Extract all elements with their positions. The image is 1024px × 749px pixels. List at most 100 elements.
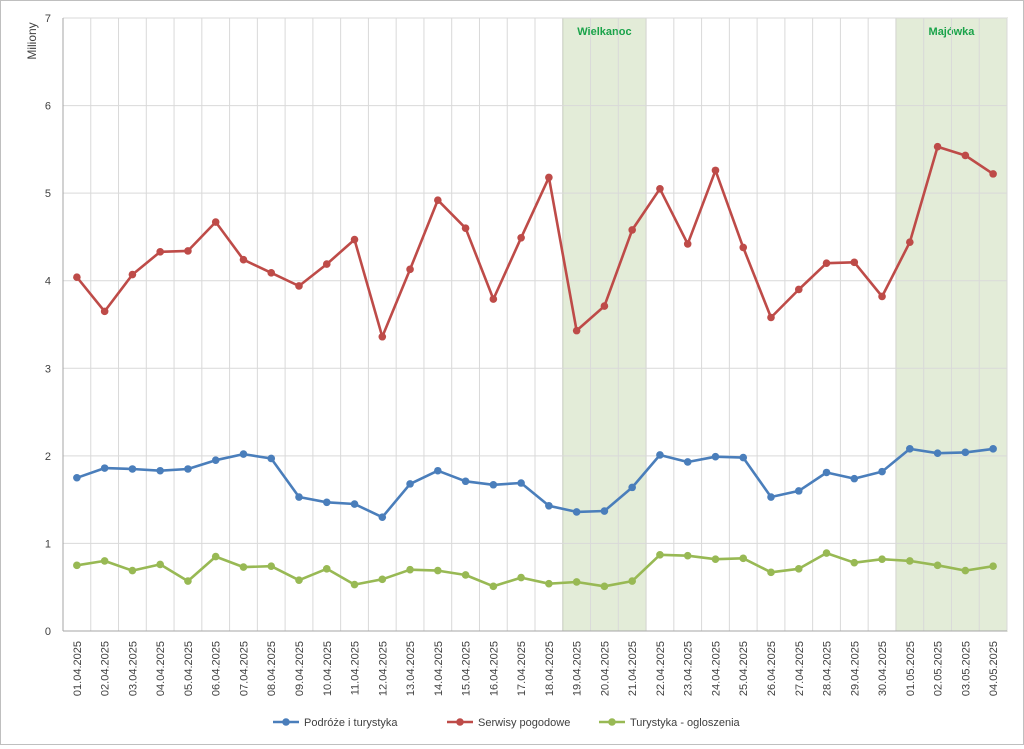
data-point	[822, 549, 831, 557]
x-axis-ticks: 01.04.2025 02.04.2025 03.04.2025 04.04.2025…	[72, 641, 1000, 696]
data-point	[739, 554, 748, 563]
series-2	[73, 549, 997, 591]
data-point	[211, 552, 220, 561]
data-point	[295, 493, 303, 501]
data-point	[128, 270, 137, 279]
data-point	[628, 226, 636, 234]
data-point	[656, 551, 664, 559]
data-point	[628, 483, 636, 492]
x-tick-label: 12.04.2025	[377, 641, 389, 696]
legend-marker	[608, 718, 616, 726]
x-tick-label: 01.05.2025	[905, 641, 917, 696]
x-tick-label: 03.04.2025	[127, 641, 139, 696]
data-point	[961, 151, 970, 160]
data-point	[850, 558, 859, 567]
data-point	[711, 555, 720, 563]
x-tick-label: 04.05.2025	[988, 641, 1000, 696]
data-point	[267, 269, 276, 277]
data-point	[489, 582, 498, 591]
data-point	[322, 260, 331, 268]
y-axis-label: Miliony	[25, 22, 39, 59]
x-tick-label: 20.04.2025	[599, 641, 611, 696]
data-point	[100, 557, 109, 565]
x-tick-label: 29.04.2025	[849, 641, 861, 696]
data-point	[545, 173, 553, 182]
x-tick-label: 06.04.2025	[211, 641, 223, 696]
data-point	[711, 166, 720, 175]
band-label-0: Wielkanoc	[577, 26, 631, 38]
x-tick-label: 30.04.2025	[877, 641, 889, 696]
x-tick-label: 18.04.2025	[544, 641, 556, 696]
x-tick-label: 27.04.2025	[794, 641, 806, 696]
data-point	[461, 571, 470, 579]
data-point	[406, 480, 414, 488]
y-axis-ticks: 0 1 2 3 4 5 6 7	[45, 13, 51, 638]
data-point	[184, 577, 192, 585]
data-point	[739, 453, 748, 462]
x-tick-label: 15.04.2025	[461, 641, 473, 696]
data-point	[350, 500, 359, 508]
x-tick-label: 24.04.2025	[710, 641, 722, 696]
data-point	[600, 302, 609, 310]
x-tick-label: 02.04.2025	[100, 641, 112, 696]
data-point	[517, 479, 525, 487]
x-tick-label: 04.04.2025	[155, 641, 167, 696]
y-tick-label: 1	[45, 538, 51, 550]
data-point	[378, 513, 387, 521]
data-point	[906, 238, 914, 246]
x-tick-label: 22.04.2025	[655, 641, 667, 696]
data-point	[989, 445, 997, 453]
data-point	[572, 578, 581, 586]
data-point	[545, 579, 553, 588]
data-point	[73, 561, 81, 570]
data-point	[739, 243, 748, 252]
x-tick-label: 02.05.2025	[933, 641, 945, 696]
data-point	[322, 565, 331, 573]
x-tick-label: 11.04.2025	[350, 641, 362, 695]
data-point	[100, 307, 109, 316]
data-point	[572, 326, 581, 335]
data-point	[73, 473, 81, 482]
data-point	[434, 566, 442, 575]
legend-item-0: Podróże i turystyka	[273, 717, 398, 729]
data-point	[239, 563, 248, 571]
x-tick-label: 21.04.2025	[627, 641, 639, 696]
x-tick-label: 08.04.2025	[266, 641, 278, 696]
data-point	[794, 487, 803, 495]
data-point	[933, 142, 942, 151]
data-point	[600, 582, 609, 591]
x-tick-label: 03.05.2025	[960, 641, 972, 696]
data-point	[156, 248, 164, 256]
data-point	[434, 196, 442, 204]
data-point	[794, 565, 803, 573]
x-tick-label: 17.04.2025	[516, 641, 528, 696]
data-point	[517, 573, 525, 582]
legend-label: Serwisy pogodowe	[478, 717, 570, 729]
data-point	[906, 445, 914, 453]
x-tick-label: 14.04.2025	[433, 641, 445, 696]
y-tick-label: 7	[45, 13, 51, 25]
data-point	[100, 464, 109, 472]
data-point	[767, 493, 775, 501]
y-tick-label: 3	[45, 363, 51, 375]
legend-item-1: Serwisy pogodowe	[447, 717, 570, 729]
y-tick-label: 6	[45, 101, 51, 113]
legend-item-2: Turystyka - ogloszenia	[599, 717, 741, 729]
data-point	[906, 557, 914, 565]
data-point	[128, 465, 137, 473]
series-line	[75, 145, 994, 339]
data-point	[822, 468, 831, 477]
data-point	[184, 465, 192, 473]
data-point	[545, 501, 553, 510]
x-tick-label: 25.04.2025	[738, 641, 750, 696]
data-point	[378, 332, 387, 341]
data-point	[933, 449, 942, 458]
data-point	[156, 466, 164, 475]
data-point	[656, 451, 664, 459]
series-line	[76, 447, 994, 519]
x-tick-label: 28.04.2025	[822, 641, 834, 696]
legend-label: Podróże i turystyka	[304, 717, 398, 729]
data-point	[989, 170, 997, 178]
data-point	[683, 458, 692, 466]
